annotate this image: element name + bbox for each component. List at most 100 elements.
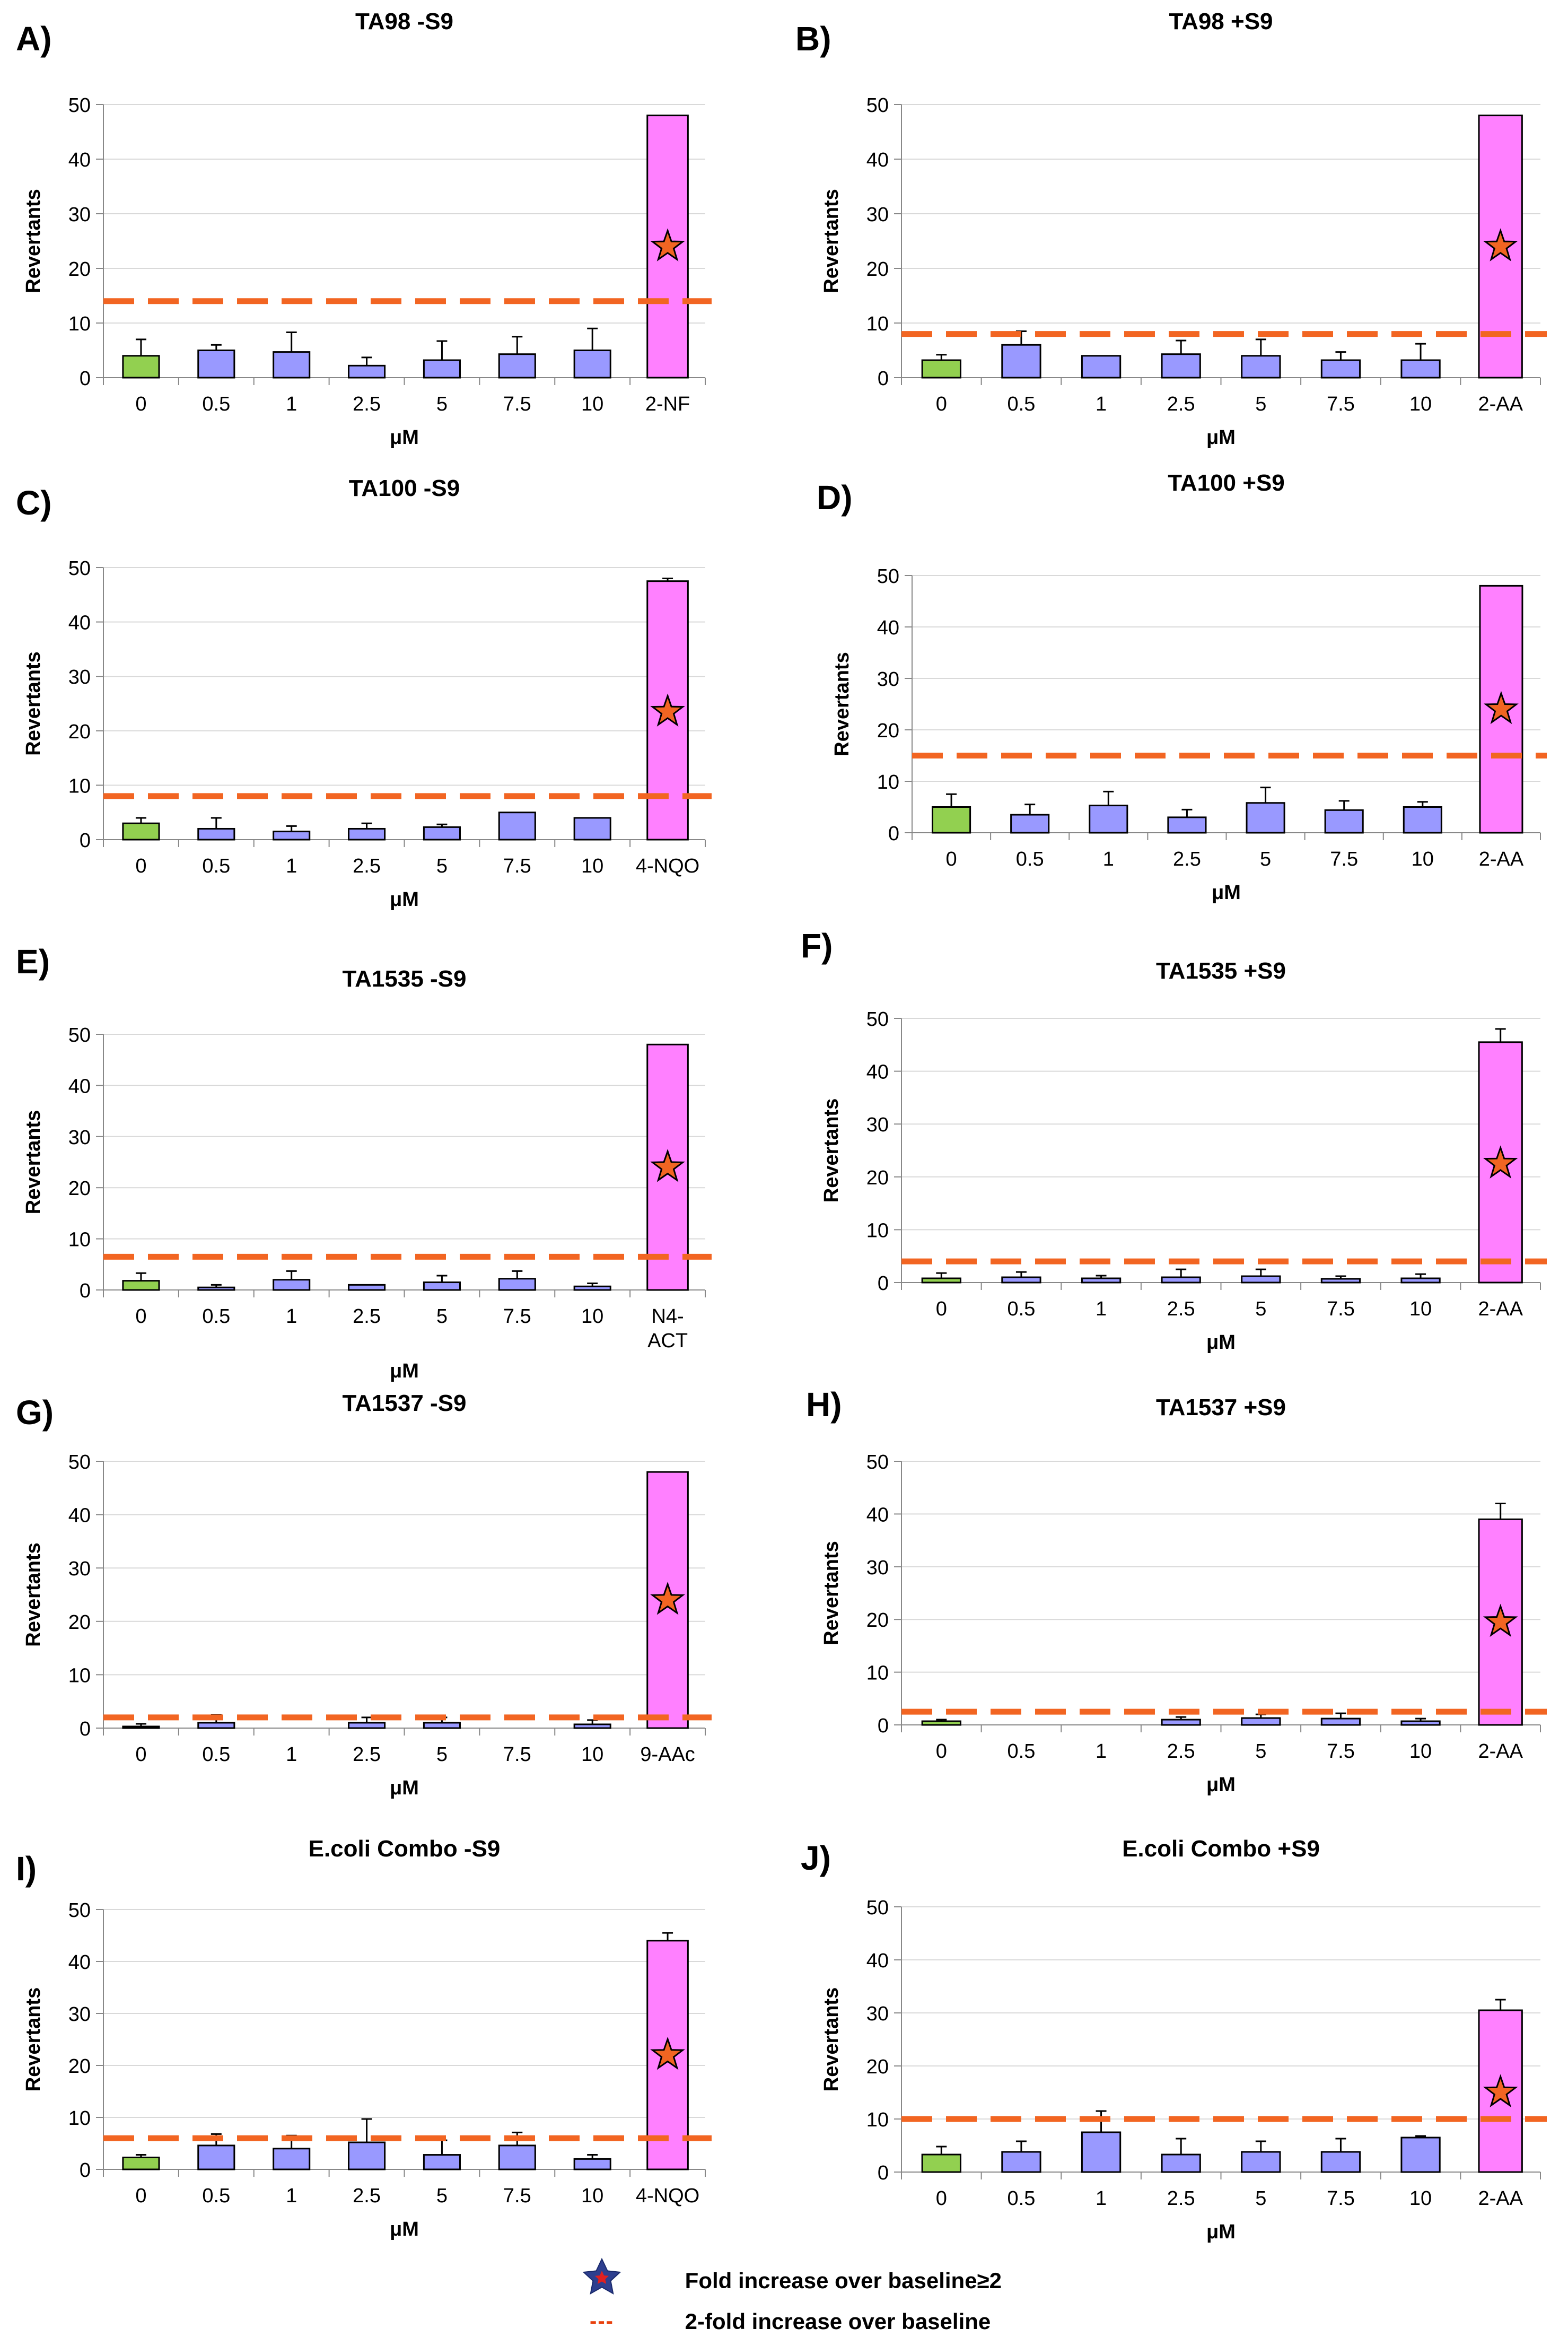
x-tick-label: 5 xyxy=(1260,848,1271,870)
y-tick-label: 10 xyxy=(866,1662,889,1685)
bar-dose xyxy=(1081,1277,1122,1284)
bar-dose xyxy=(1241,1717,1281,1726)
x-tick-label: 5 xyxy=(436,1305,448,1328)
x-tick-label: 2.5 xyxy=(1167,2187,1195,2210)
x-tick-label: 10 xyxy=(1409,2187,1432,2210)
x-tick-label: 10 xyxy=(1409,1740,1432,1763)
x-tick-label: 7.5 xyxy=(1327,393,1355,415)
x-tick-label: 0 xyxy=(936,1740,947,1763)
bar-dose xyxy=(1161,353,1201,379)
x-tick-label: N4- xyxy=(651,1305,684,1328)
chart-title: E.coli Combo +S9 xyxy=(1122,1836,1320,1862)
y-tick-label: 50 xyxy=(877,565,899,588)
y-tick-label: 50 xyxy=(68,557,91,580)
bar-dose xyxy=(423,2154,461,2170)
y-tick-label: 0 xyxy=(80,1280,91,1302)
legend-dash-icon: --- xyxy=(590,2309,614,2333)
y-tick-label: 0 xyxy=(80,2159,91,2182)
bar-dose xyxy=(197,827,235,841)
x-tick-label: 7.5 xyxy=(1327,2187,1355,2210)
x-tick-label: 2.5 xyxy=(353,2185,381,2207)
y-tick-label: 30 xyxy=(866,2003,889,2025)
x-tick-label: 2-AA xyxy=(1479,848,1524,870)
bar-dose xyxy=(348,827,386,841)
x-tick-label: 7.5 xyxy=(1327,1298,1355,1320)
bar-dose xyxy=(423,359,461,379)
bar-dose xyxy=(1081,2131,1122,2173)
x-tick-label: 0.5 xyxy=(1008,393,1036,415)
y-axis-label: Revertants xyxy=(831,652,853,756)
panel-label: C) xyxy=(16,484,52,522)
x-tick-label: 4-NQO xyxy=(636,855,699,877)
x-tick-label: 7.5 xyxy=(503,2185,531,2207)
fold-increase-star xyxy=(1484,691,1519,725)
x-tick-label: 0 xyxy=(936,2187,947,2210)
y-tick-label: 30 xyxy=(866,1557,889,1579)
bar-dose xyxy=(1320,1717,1361,1726)
y-tick-label: 10 xyxy=(877,771,899,793)
x-tick-label: 2-AA xyxy=(1478,2187,1523,2210)
y-tick-label: 20 xyxy=(68,2055,91,2078)
bar-dose xyxy=(1001,1276,1041,1284)
x-tick-label: 2-NF xyxy=(645,393,690,415)
x-tick-label: 1 xyxy=(286,855,297,877)
y-tick-label: 30 xyxy=(68,666,91,688)
x-tick-label: 2.5 xyxy=(1167,393,1195,415)
bar-dose xyxy=(1161,1276,1201,1284)
x-tick-label: 2.5 xyxy=(353,1305,381,1328)
x-tick-label: 0 xyxy=(135,855,146,877)
bar-dose xyxy=(1089,805,1128,834)
x-tick-label: 5 xyxy=(436,2185,448,2207)
y-tick-label: 40 xyxy=(866,1061,889,1084)
bar-dose xyxy=(1081,355,1122,379)
y-tick-label: 30 xyxy=(866,204,889,226)
chart-panel-a: A) TA98 -S9 0 10 20 30 40 50 Revertants 0 0.5 1 2.5 5… xyxy=(16,8,712,449)
bar-dose xyxy=(273,831,311,841)
chart-panel-j: J) E.coli Combo +S901020304050Revertants0… xyxy=(801,1836,1547,2243)
y-tick-label: 50 xyxy=(68,94,91,117)
y-axis-label: Revertants xyxy=(22,651,45,755)
fold-increase-star xyxy=(650,1582,685,1615)
y-tick-label: 20 xyxy=(877,720,899,742)
x-tick-label: 10 xyxy=(581,1305,603,1328)
x-tick-label: 4-NQO xyxy=(636,2185,699,2207)
y-tick-label: 40 xyxy=(68,1075,91,1097)
bar-dose xyxy=(1320,359,1361,379)
fold-increase-star xyxy=(650,1149,685,1182)
y-tick-label: 0 xyxy=(878,368,889,390)
bar-dose xyxy=(1400,1277,1441,1284)
x-tick-label: 0.5 xyxy=(202,1305,230,1328)
y-tick-label: 30 xyxy=(68,2003,91,2026)
y-tick-label: 0 xyxy=(878,1715,889,1737)
x-tick-label: 5 xyxy=(1255,1298,1266,1320)
panel-label: I) xyxy=(16,1850,37,1888)
x-tick-label: 10 xyxy=(1409,393,1432,415)
fold-increase-star xyxy=(1483,1145,1518,1179)
x-tick-label: 0.5 xyxy=(202,2185,230,2207)
y-axis-label: Revertants xyxy=(22,1987,45,2091)
panel-label: J) xyxy=(801,1839,831,1877)
x-axis-label: μM xyxy=(1206,426,1236,449)
bar-dose xyxy=(573,1285,611,1291)
legend-star-icon xyxy=(573,2257,631,2305)
legend-star-label: Fold increase over baseline≥2 xyxy=(685,2268,1002,2293)
bar-dose xyxy=(1161,2153,1201,2173)
y-tick-label: 40 xyxy=(68,1505,91,1527)
bar-dose xyxy=(498,812,536,841)
bar-dose xyxy=(1001,2151,1041,2173)
x-tick-label: 0.5 xyxy=(202,855,230,877)
fold-increase-star xyxy=(650,228,685,261)
panel-label: D) xyxy=(817,478,853,517)
x-tick-label: 2.5 xyxy=(353,855,381,877)
x-tick-label: 1 xyxy=(286,1743,297,1766)
x-tick-label: 1 xyxy=(286,393,297,415)
bar-dose xyxy=(1400,1720,1441,1726)
bar-dose xyxy=(1241,1275,1281,1284)
x-tick-label: 1 xyxy=(286,2185,297,2207)
bar-dose xyxy=(348,2141,386,2170)
x-tick-label: 1 xyxy=(1103,848,1114,870)
bar-control xyxy=(921,1720,961,1726)
y-tick-label: 50 xyxy=(68,1024,91,1047)
chart-title: TA98 +S9 xyxy=(1169,8,1273,34)
